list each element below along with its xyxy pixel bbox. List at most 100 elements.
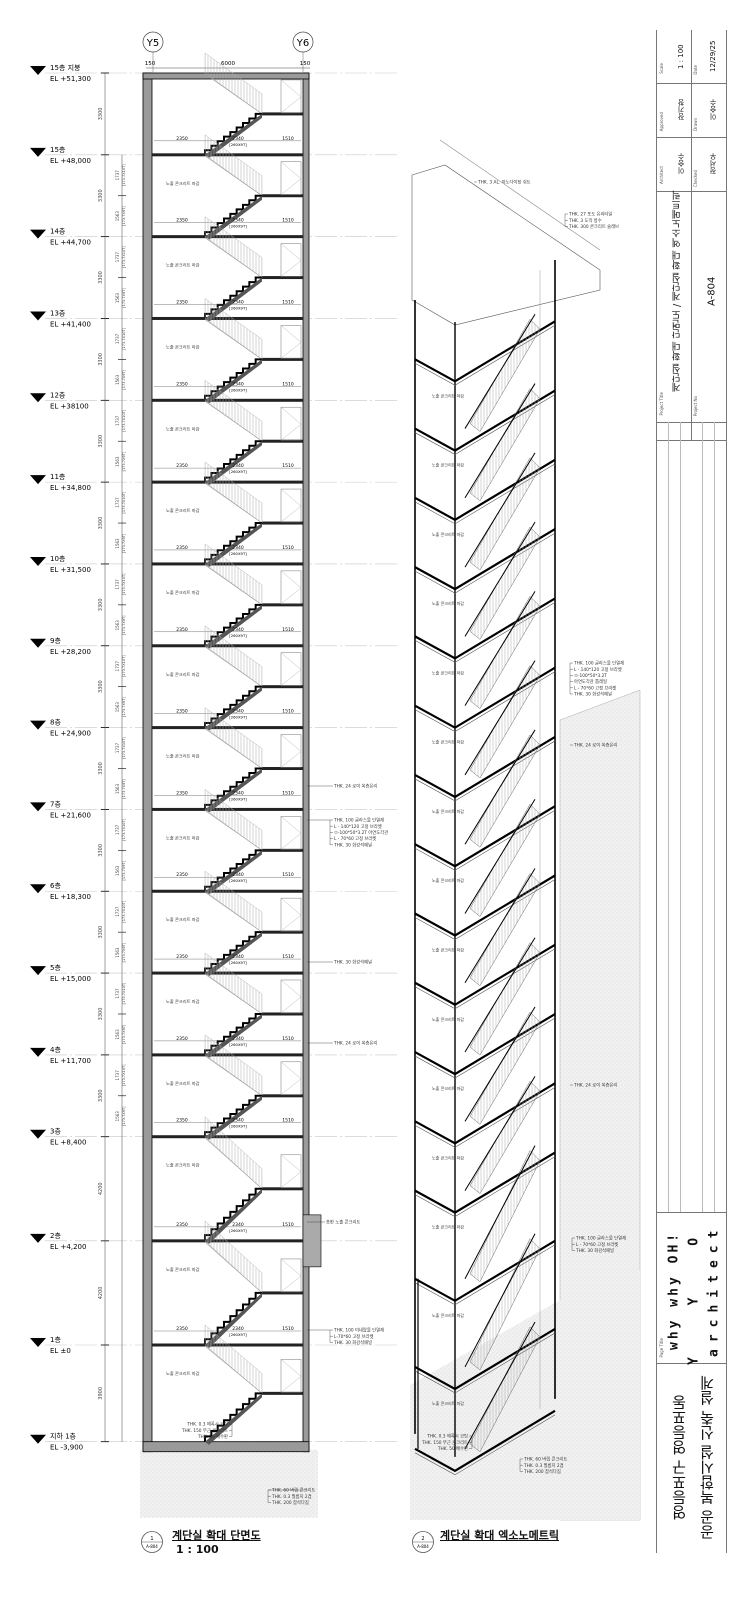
floor-height-dim: 3300	[98, 1089, 104, 1102]
section-annotation: THK. 0.3 에폭시 코팅	[186, 1421, 228, 1428]
level-name: 5층	[50, 963, 61, 972]
level-marker-icon	[30, 720, 46, 730]
level-marker-icon	[30, 147, 46, 157]
door-swing	[280, 407, 302, 441]
stair-flight-beyond	[204, 319, 263, 360]
riser-dim: 1737	[115, 743, 120, 754]
stair-dim: 1510	[282, 627, 294, 633]
riser-dim: 1563	[115, 374, 120, 385]
stair-flight-cut	[204, 1392, 262, 1442]
floor-height-dim: 4200	[98, 1287, 104, 1300]
floor-height-dim: 3300	[98, 844, 104, 857]
section-drawing	[45, 31, 400, 1518]
iso-ref-sheet: A-804	[417, 1544, 429, 1549]
door-swing	[280, 1359, 302, 1393]
riser-note: [173.7X10T]	[122, 737, 126, 759]
door	[280, 488, 302, 523]
level-elevation: EL +15,000	[50, 975, 91, 983]
iso-finish-label: 노출 콘크리트 마감	[432, 1085, 464, 1091]
level-elevation: EL +31,500	[50, 566, 91, 574]
mid-landing	[262, 439, 303, 443]
project-title-value: 계단실 확대 단면도 / 계단실 확대 엑소노메트릭	[672, 190, 683, 392]
riser-dim: 1737	[115, 415, 120, 426]
finish-label: 노출 콘크리트 마감	[166, 998, 200, 1005]
riser-note: [173.7X10T]	[122, 164, 126, 186]
iso-stair-flight	[469, 665, 541, 779]
riser-dim: 1563	[115, 865, 120, 876]
iso-stair-flight	[469, 318, 541, 432]
stair-dim: 2340	[232, 1118, 244, 1124]
stair-dim: 2340	[232, 299, 244, 305]
riser-note: [173.7X9T]	[122, 779, 126, 799]
stair-dim-note: [260X9T]	[229, 305, 247, 310]
iso-stringer	[464, 1076, 536, 1191]
top-dimension: 150	[300, 61, 311, 67]
riser-note: [173.7X9T]	[122, 1024, 126, 1044]
section-annotation: THK. 24 로이 복층유리	[333, 783, 377, 790]
stair-flight-beyond	[204, 155, 263, 196]
stair-dim-note: [260X9T]	[229, 960, 247, 965]
stair-flight-beyond	[204, 1345, 263, 1394]
stair-dim: 1510	[282, 709, 294, 715]
stair-dim-note: [260X9T]	[229, 878, 247, 883]
door	[280, 652, 302, 686]
mid-landing	[262, 1187, 303, 1191]
riser-note: [173.7X9T]	[122, 697, 126, 717]
iso-annotation: THK. 100 글라스울 단열재	[573, 660, 624, 667]
drawing-labels: 15층 지붕 EL +51,300 15층 EL +48,000 14층 EL +44,7…	[30, 38, 626, 1506]
mid-landing	[262, 603, 303, 607]
stair-flight-beyond	[204, 1055, 263, 1097]
section-annotation: THK. 30 화강석패널	[333, 841, 372, 848]
finish-label: 노출 콘크리트 마감	[166, 671, 200, 678]
level-name: 15층 지붕	[50, 63, 81, 72]
iso-stair-flight	[469, 457, 541, 571]
iso-stringer	[464, 314, 536, 429]
drawn-value: 이승수	[709, 99, 717, 121]
stair-dim: 2350	[176, 1036, 188, 1042]
iso-stringer	[464, 1006, 536, 1122]
door-swing	[280, 898, 302, 932]
riser-note: [173.7X9T]	[122, 206, 126, 226]
section-ref-bubble: 1 A-804	[141, 1531, 163, 1553]
isometric-drawing	[410, 139, 641, 1521]
iso-ref-number: 2	[421, 1536, 424, 1542]
riser-note: [173.7X10T]	[122, 900, 126, 922]
scale-value: 1 : 100	[677, 44, 685, 69]
door	[280, 979, 302, 1014]
iso-annotation: THK. 0.3 에폭시 코팅	[426, 1433, 468, 1440]
ground-fill	[140, 1449, 318, 1518]
door	[280, 1154, 302, 1189]
door-swing	[280, 1061, 302, 1095]
level-elevation: EL +18,300	[50, 893, 91, 901]
section-annotation: THK. 30 화강석패널	[333, 959, 372, 966]
riser-note: [173.7X9T]	[122, 1106, 126, 1126]
top-dimension: 150	[145, 61, 156, 67]
mid-landing	[262, 194, 303, 198]
door	[280, 1258, 302, 1293]
stair-dim: 1510	[282, 136, 294, 142]
stair-flight-beyond	[204, 73, 263, 115]
base-slab	[142, 1441, 310, 1453]
iso-finish-label: 노출 콘크리트 마감	[432, 739, 464, 745]
stair-dim: 2340	[232, 627, 244, 633]
grid-label: Y6	[296, 38, 309, 49]
stair-dim: 1510	[282, 545, 294, 551]
iso-annotation: THK. 27 포도 유리타일	[568, 211, 612, 218]
mid-landing	[262, 521, 303, 525]
riser-dim: 1737	[115, 170, 120, 181]
stair-dim: 2350	[176, 627, 188, 633]
iso-annotation: L - 70*60 고정 브라켓	[574, 684, 616, 691]
finish-label: 노출 콘크리트 마감	[166, 1162, 200, 1169]
level-elevation: EL +41,400	[50, 320, 91, 328]
riser-note: [173.7X10T]	[122, 491, 126, 513]
door	[280, 161, 302, 195]
left-wall	[142, 72, 153, 1453]
section-annotation: L - 140*120 고정 브라켓	[334, 823, 382, 830]
level-marker-icon	[30, 1338, 46, 1347]
stair-dim-note: [260X9T]	[229, 387, 247, 392]
door-swing	[280, 1154, 302, 1188]
iso-ground	[410, 1270, 640, 1520]
mid-landing	[262, 1094, 303, 1098]
section-annotation: THK. 150 무근 콘크리트	[181, 1427, 228, 1434]
iso-stringer	[464, 383, 536, 499]
